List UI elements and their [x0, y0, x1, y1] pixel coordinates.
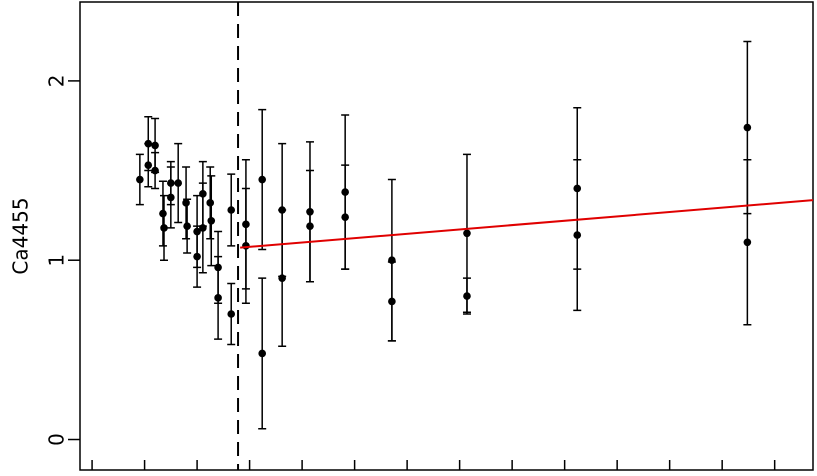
data-point — [160, 224, 168, 232]
y-tick-label: 2 — [45, 75, 69, 88]
data-point — [136, 175, 144, 184]
fit-line — [240, 199, 814, 249]
data-point — [183, 222, 191, 230]
data-point — [743, 123, 752, 132]
data-point — [151, 141, 159, 150]
data-point — [242, 242, 250, 250]
data-point — [227, 206, 236, 214]
data-point — [463, 292, 471, 300]
data-point — [214, 294, 222, 302]
data-point — [174, 179, 182, 187]
data-point — [199, 224, 207, 232]
data-point — [306, 222, 314, 230]
y-tick-label: 0 — [45, 433, 69, 446]
plot-frame — [79, 1, 814, 471]
data-point — [167, 193, 175, 202]
data-point — [207, 216, 216, 225]
data-point — [258, 349, 266, 358]
y-axis-label: Ca4455 — [9, 197, 33, 274]
data-point — [341, 213, 349, 221]
data-point — [193, 252, 201, 261]
data-point — [159, 209, 167, 218]
data-point — [182, 199, 190, 207]
data-point — [206, 199, 215, 207]
y-tick-label: 1 — [45, 254, 69, 267]
data-point — [258, 175, 266, 184]
data-point — [278, 274, 286, 282]
data-point — [151, 166, 159, 175]
data-point — [463, 229, 471, 238]
data-point — [227, 310, 236, 318]
data-point — [743, 238, 752, 247]
data-point — [144, 161, 153, 169]
data-point — [388, 297, 396, 306]
data-point — [573, 231, 582, 239]
